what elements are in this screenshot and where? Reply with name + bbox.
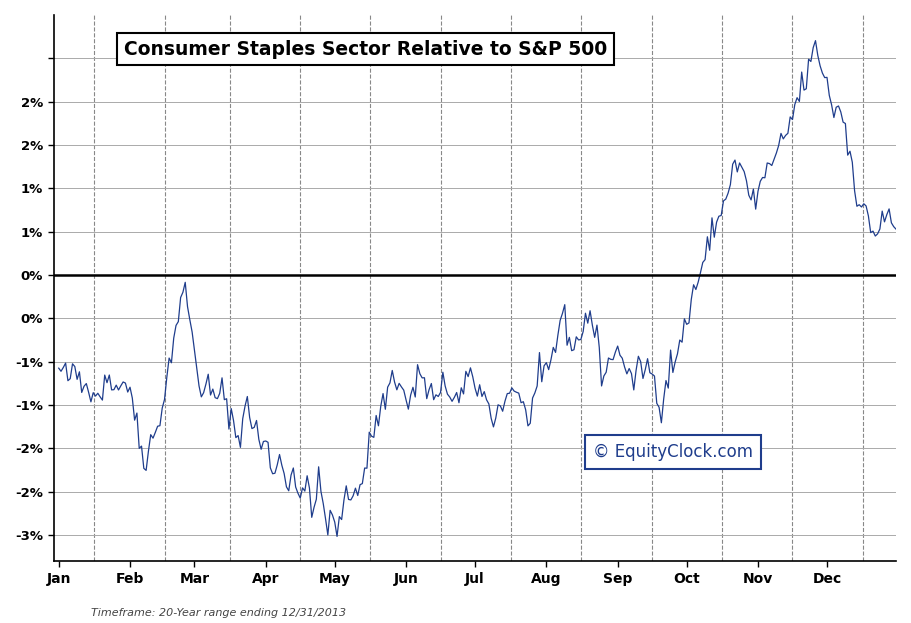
Text: Timeframe: 20-Year range ending 12/31/2013: Timeframe: 20-Year range ending 12/31/20… <box>91 607 346 617</box>
Text: Consumer Staples Sector Relative to S&P 500: Consumer Staples Sector Relative to S&P … <box>124 40 608 59</box>
Text: © EquityClock.com: © EquityClock.com <box>593 443 752 461</box>
